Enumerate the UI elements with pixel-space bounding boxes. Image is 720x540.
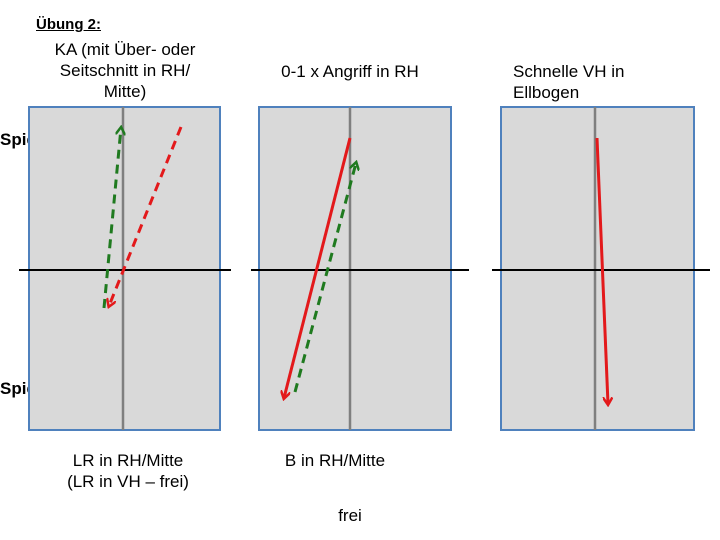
- panel-2-top-caption: 0-1 x Angriff in RH: [255, 61, 445, 82]
- table-panel-3: [492, 106, 710, 431]
- table-panel-2: [251, 106, 469, 431]
- table-panel-1: [19, 106, 231, 431]
- caption-line: Seitschnitt in RH/: [59, 61, 191, 80]
- caption-line: (LR in VH – frei): [67, 472, 189, 491]
- red-solid-arrow: [595, 137, 608, 404]
- caption-line: Schnelle VH in: [513, 62, 625, 81]
- green-dashed-arrow: [293, 163, 356, 393]
- footer-note: frei: [338, 506, 362, 525]
- panel-2-bottom-caption: B in RH/Mitte: [240, 450, 430, 471]
- caption-line: KA (mit Über- oder: [54, 40, 196, 59]
- caption-line: B in RH/Mitte: [284, 451, 386, 470]
- red-dashed-arrow: [109, 126, 183, 306]
- caption-line: Ellbogen: [513, 83, 580, 102]
- green-dashed-arrow: [102, 128, 121, 309]
- caption-line: Mitte): [103, 82, 147, 101]
- exercise-title: Übung 2:: [36, 16, 101, 33]
- caption-line: LR in RH/Mitte: [72, 451, 184, 470]
- panel-3-top-caption: Schnelle VH in Ellbogen: [513, 61, 703, 103]
- red-solid-arrow: [284, 137, 352, 398]
- caption-line: 0-1 x Angriff in RH: [281, 62, 419, 81]
- panel-1-bottom-caption: LR in RH/Mitte (LR in VH – frei): [30, 450, 226, 492]
- panel-1-top-caption: KA (mit Über- oder Seitschnitt in RH/ Mi…: [30, 39, 220, 102]
